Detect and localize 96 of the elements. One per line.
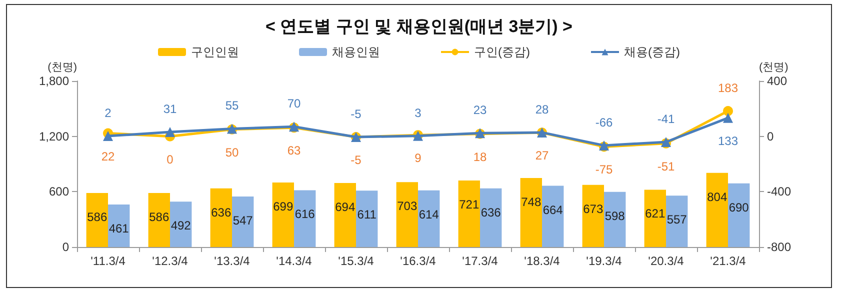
y-axis-title: (천명) (48, 62, 77, 74)
point (103, 131, 113, 142)
bar (458, 180, 480, 247)
x-tick-label: '20.3/4 (648, 254, 684, 268)
bar (334, 183, 356, 247)
data-label: 598 (604, 208, 626, 223)
bar (582, 184, 604, 247)
data-label: 55 (225, 98, 239, 113)
bar (108, 204, 130, 247)
data-label: 18 (473, 150, 487, 164)
point (723, 112, 733, 123)
x-tick-label: '11.3/4 (90, 254, 126, 268)
bar (480, 188, 502, 247)
y2-tick-label: 400 (767, 74, 788, 88)
legend-label: 구인(증감) (474, 45, 530, 59)
y2-tick-label: -800 (767, 240, 792, 254)
bar (728, 183, 750, 247)
y2-axis-title: (천명) (759, 62, 788, 74)
data-label: 636 (480, 205, 502, 220)
data-label: -75 (595, 162, 613, 177)
bar (272, 182, 294, 247)
data-label: 673 (583, 202, 604, 216)
bar (294, 190, 316, 247)
data-label: -41 (657, 112, 675, 126)
data-label: -5 (350, 153, 362, 168)
x-tick-label: '12.3/4 (152, 254, 188, 268)
data-label: 699 (273, 200, 294, 214)
data-label: 586 (149, 210, 170, 224)
data-label: -66 (595, 115, 613, 130)
data-label: -5 (350, 107, 362, 122)
data-label: 492 (170, 218, 192, 233)
chart-title: < 연도별 구인 및 채용인원(매년 3분기) > (266, 17, 573, 36)
legend-label: 채용(증감) (624, 45, 680, 59)
y2-tick-label: 0 (767, 129, 774, 144)
data-label: 621 (645, 206, 666, 221)
data-label: 611 (357, 208, 377, 222)
data-label: 31 (163, 102, 177, 116)
data-label: 614 (418, 207, 440, 222)
data-label: 3 (414, 106, 422, 120)
bar (356, 190, 378, 247)
y-tick-label: 600 (48, 184, 70, 199)
data-label: 694 (335, 200, 356, 214)
data-label: 28 (535, 102, 549, 116)
data-label: 183 (718, 81, 738, 96)
y2-tick-label: -400 (767, 184, 792, 199)
data-label: 2 (104, 106, 112, 120)
bar (232, 196, 254, 247)
data-label: 636 (211, 205, 232, 220)
data-label: 804 (707, 190, 728, 204)
bar (396, 182, 418, 247)
y-tick-label: 1,800 (38, 74, 70, 88)
legend-label: 채용인원 (332, 45, 380, 59)
x-tick-label: '21.3/4 (710, 254, 746, 268)
x-tick-label: '15.3/4 (338, 254, 374, 268)
data-label: 461 (108, 221, 130, 236)
bar (86, 192, 108, 247)
bar (210, 188, 232, 247)
bar (542, 186, 564, 247)
data-label: 50 (225, 145, 239, 160)
x-tick-label: '17.3/4 (462, 254, 498, 268)
data-label: 703 (397, 199, 418, 214)
bar (418, 190, 440, 247)
data-label: 557 (666, 212, 688, 227)
bar (170, 202, 192, 247)
x-tick-label: '14.3/4 (276, 254, 312, 268)
y-tick-label: 1,200 (38, 129, 70, 144)
data-label: 0 (166, 152, 174, 166)
data-label: 27 (535, 148, 549, 163)
data-label: 22 (101, 149, 115, 164)
point (165, 127, 175, 138)
point (723, 106, 733, 116)
data-label: 70 (287, 96, 301, 111)
x-tick-label: '18.3/4 (524, 254, 560, 268)
bar (706, 172, 728, 247)
data-label: 616 (294, 207, 316, 222)
data-label: 748 (521, 195, 542, 210)
data-label: 133 (718, 134, 738, 148)
data-label: 690 (728, 200, 750, 214)
data-label: 547 (232, 214, 254, 228)
data-label: 721 (459, 198, 480, 212)
bar (148, 192, 170, 247)
x-tick-label: '19.3/4 (586, 254, 622, 268)
data-label: 586 (87, 210, 108, 224)
bar (604, 192, 626, 247)
bar (666, 196, 688, 247)
bar (644, 190, 666, 247)
x-tick-label: '16.3/4 (400, 254, 436, 268)
data-label: 664 (542, 202, 564, 217)
bar (520, 178, 542, 247)
data-label: 23 (473, 103, 487, 118)
data-label: 9 (414, 151, 422, 166)
data-label: -51 (657, 159, 675, 174)
x-tick-label: '13.3/4 (214, 254, 250, 268)
legend-label: 구인인원 (191, 45, 240, 59)
data-label: 63 (287, 144, 301, 158)
y-tick-label: 0 (62, 240, 70, 254)
